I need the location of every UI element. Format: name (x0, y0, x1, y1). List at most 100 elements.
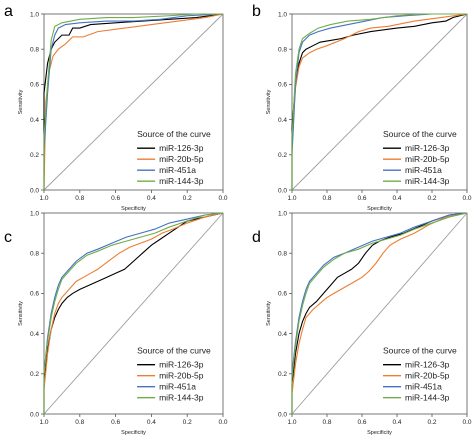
legend-entry: miR-451a (159, 382, 196, 392)
reference-diagonal (291, 13, 468, 191)
y-tick-label: 0.0 (278, 411, 287, 418)
roc-curve-mir-126-3p (291, 13, 468, 190)
x-tick-label: 0.6 (357, 195, 366, 202)
x-tick-label: 0.4 (147, 195, 156, 202)
legend-title: Source of the curve (137, 346, 211, 356)
x-tick-label: 1.0 (287, 195, 296, 202)
roc-curve-mir-20b-5p (43, 212, 224, 414)
x-tick-label: 0.8 (322, 195, 331, 202)
legend-entry: miR-451a (405, 382, 442, 392)
y-tick-label: 0.4 (30, 331, 39, 338)
x-tick-label: 0.6 (357, 419, 366, 426)
y-tick-label: 0.6 (278, 82, 287, 89)
x-tick-label: 0.8 (75, 195, 84, 202)
roc-panel-d: d 1.0 0.8 0.6 0.4 0.2 0.0 0.0 0.2 0.4 0.6 0.8 1.0 Spe… (252, 210, 472, 436)
y-tick-label: 0.8 (30, 251, 39, 258)
roc-panel-a: a 1.0 0.8 0.6 0.4 0.2 0.0 0.0 0.2 0.4 0.6 0.8 1.0 Spe… (4, 3, 228, 212)
x-tick-label: 1.0 (39, 195, 48, 202)
legend-entry: miR-20b-5p (405, 154, 450, 164)
x-tick-label: 0.0 (218, 419, 227, 426)
x-tick-label: 0.8 (322, 419, 331, 426)
x-tick-label: 0.4 (392, 195, 401, 202)
legend-entry: miR-126-3p (159, 143, 204, 153)
x-tick-label: 0.0 (462, 195, 471, 202)
panel-letter: d (252, 229, 261, 246)
y-tick-label: 0.0 (30, 411, 39, 418)
y-tick-label: 0.0 (30, 187, 39, 194)
y-tick-label: 0.8 (278, 251, 287, 258)
x-axis-title: Specificity (367, 206, 392, 212)
y-tick-label: 0.4 (278, 331, 287, 338)
x-tick-label: 1.0 (287, 419, 296, 426)
roc-panel-b: b 1.0 0.8 0.6 0.4 0.2 0.0 0.0 0.2 0.4 0.6 0.8 1.0 Spe… (252, 3, 472, 212)
roc-curve-mir-451a (43, 13, 224, 190)
legend-title: Source of the curve (383, 346, 457, 356)
legend-title: Source of the curve (383, 129, 457, 139)
x-tick-label: 0.4 (392, 419, 401, 426)
y-tick-label: 0.4 (278, 117, 287, 124)
x-tick-label: 0.0 (462, 419, 471, 426)
x-tick-label: 0.2 (183, 195, 192, 202)
y-tick-label: 0.4 (30, 117, 39, 124)
x-tick-label: 0.2 (427, 195, 436, 202)
x-tick-label: 0.2 (183, 419, 192, 426)
roc-curve-mir-126-3p (43, 13, 224, 190)
legend-entry: miR-126-3p (405, 360, 450, 370)
legend-entry: miR-144-3p (405, 176, 450, 186)
x-tick-label: 0.8 (75, 419, 84, 426)
panel-letter: a (4, 3, 13, 20)
y-tick-label: 0.6 (278, 291, 287, 298)
roc-curve-mir-144-3p (291, 13, 467, 190)
y-tick-label: 1.0 (278, 210, 287, 217)
y-tick-label: 1.0 (278, 11, 287, 18)
x-tick-label: 0.4 (147, 419, 156, 426)
y-tick-label: 0.2 (30, 371, 39, 378)
legend-entry: miR-451a (405, 165, 442, 175)
roc-panel-c: c 1.0 0.8 0.6 0.4 0.2 0.0 0.0 0.2 0.4 0.6 0.8 1.0 Spe… (4, 210, 228, 436)
reference-diagonal (43, 13, 224, 191)
legend-entry: miR-126-3p (159, 360, 204, 370)
y-tick-label: 0.2 (30, 152, 39, 159)
legend-entry: miR-144-3p (405, 393, 450, 403)
roc-curve-mir-126-3p (43, 212, 224, 414)
y-tick-label: 0.6 (30, 291, 39, 298)
legend-entry: miR-126-3p (405, 143, 450, 153)
x-tick-label: 0.6 (111, 195, 120, 202)
x-axis-title: Specificity (121, 206, 146, 212)
y-tick-label: 1.0 (30, 210, 39, 217)
y-tick-label: 0.0 (278, 187, 287, 194)
legend-entry: miR-20b-5p (405, 371, 450, 381)
reference-diagonal (291, 212, 468, 415)
x-tick-label: 0.6 (111, 419, 120, 426)
x-tick-label: 0.2 (427, 419, 436, 426)
y-axis-title: Sensitivity (18, 89, 24, 114)
legend-entry: miR-20b-5p (159, 371, 204, 381)
y-tick-label: 1.0 (30, 11, 39, 18)
x-axis-title: Specificity (367, 430, 392, 436)
legend-entry: miR-20b-5p (159, 154, 204, 164)
y-tick-label: 0.2 (278, 371, 287, 378)
roc-curve-mir-451a (291, 13, 467, 190)
y-tick-label: 0.6 (30, 82, 39, 89)
roc-curve-mir-144-3p (43, 212, 224, 414)
x-tick-label: 1.0 (39, 419, 48, 426)
legend-entry: miR-451a (159, 165, 196, 175)
y-tick-label: 0.8 (30, 47, 39, 54)
y-tick-label: 0.2 (278, 152, 287, 159)
roc-curve-mir-144-3p (291, 212, 468, 414)
roc-curve-mir-20b-5p (291, 13, 468, 190)
roc-curve-mir-451a (291, 212, 468, 414)
panel-letter: c (4, 229, 12, 246)
legend-entry: miR-144-3p (159, 176, 204, 186)
reference-diagonal (43, 212, 224, 415)
roc-curve-mir-20b-5p (291, 212, 468, 414)
roc-curve-mir-451a (43, 212, 224, 414)
legend-entry: miR-144-3p (159, 393, 204, 403)
panel-letter: b (252, 3, 261, 20)
x-axis-title: Specificity (121, 430, 146, 436)
y-axis-title: Sensitivity (18, 301, 24, 326)
legend-title: Source of the curve (137, 129, 211, 139)
y-tick-label: 0.8 (278, 47, 287, 54)
x-tick-label: 0.0 (218, 195, 227, 202)
